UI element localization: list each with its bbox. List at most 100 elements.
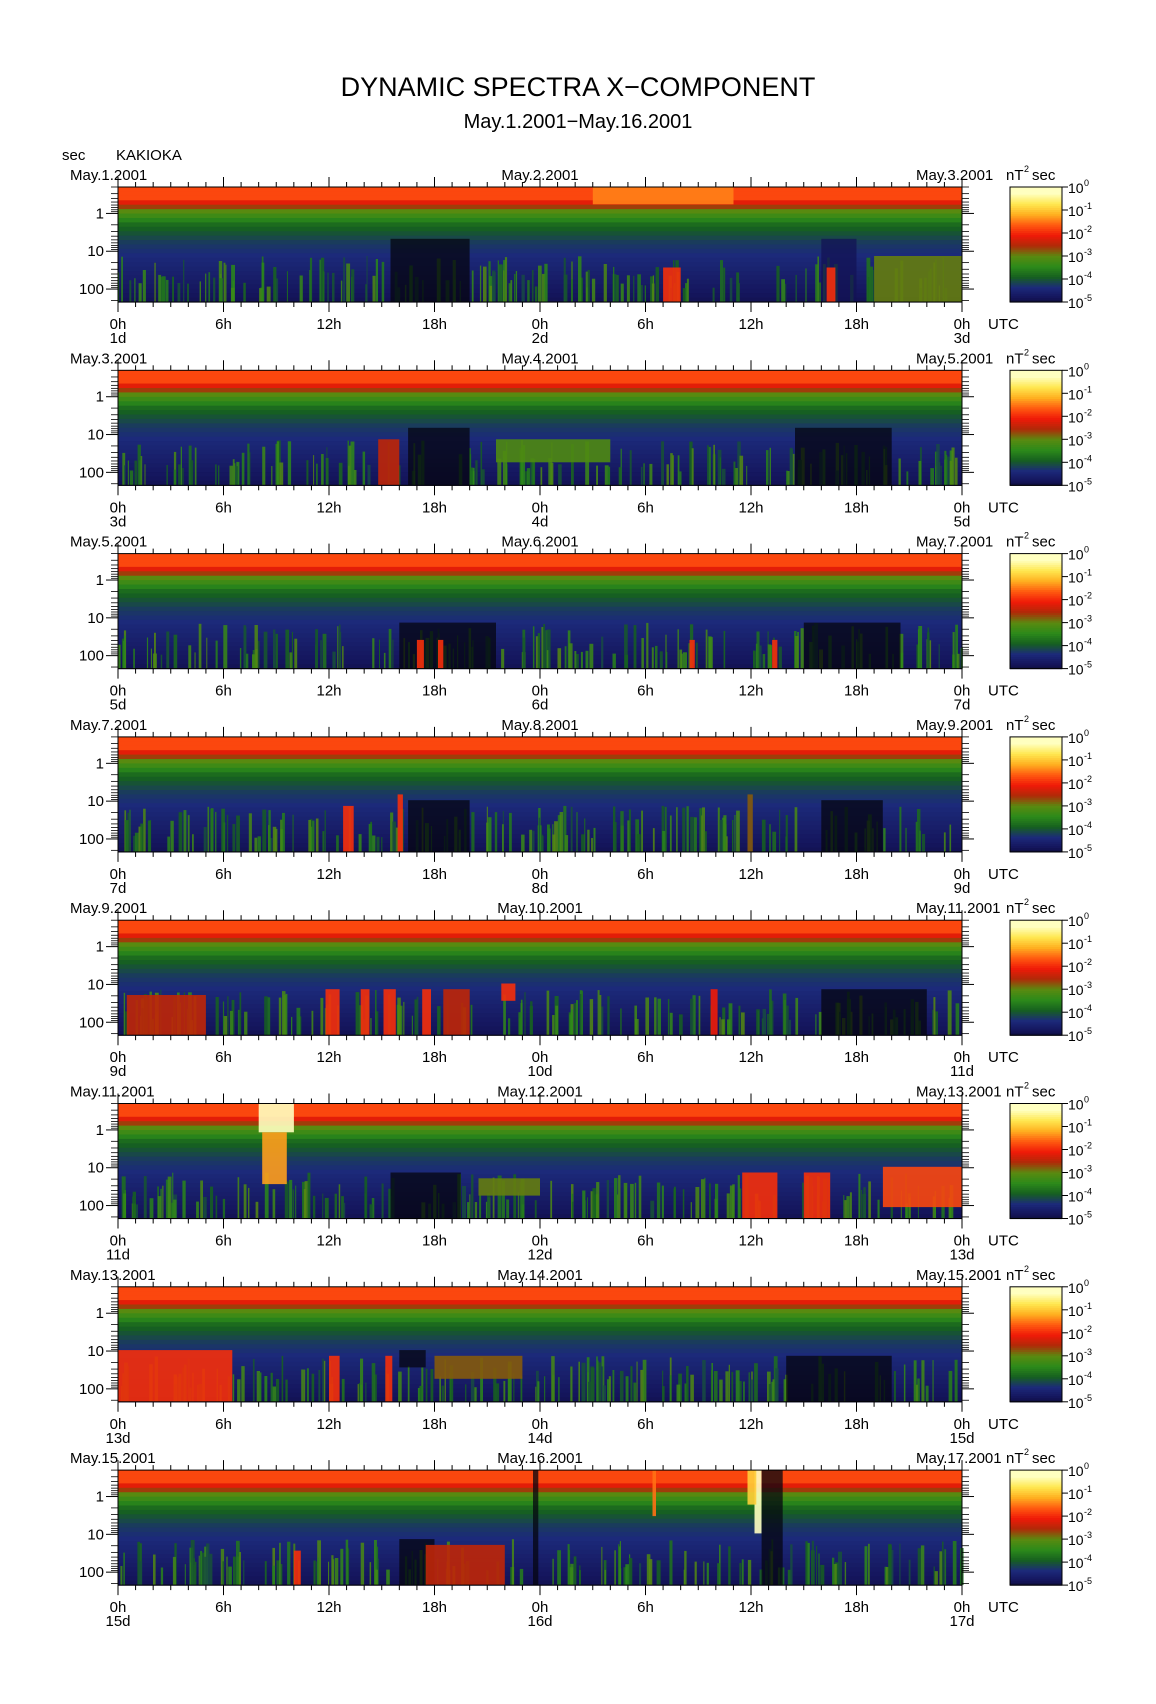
colorbar-cell bbox=[1010, 194, 1062, 198]
colorbar-cell bbox=[1010, 620, 1062, 624]
spectral-event bbox=[118, 1350, 233, 1402]
colorbar-cell bbox=[1010, 196, 1062, 200]
spectrum-streak bbox=[686, 278, 689, 302]
y-unit-label: sec bbox=[62, 147, 86, 164]
spectrum-streak bbox=[568, 643, 573, 669]
spectrum-streak bbox=[691, 448, 694, 486]
spectrum-streak bbox=[129, 809, 131, 852]
spectrum-streak bbox=[628, 809, 631, 852]
colorbar-cell bbox=[1010, 1336, 1062, 1340]
colorbar-cell bbox=[1010, 1512, 1062, 1515]
x-tick-label: 12h bbox=[738, 1599, 763, 1616]
spectrum-streak bbox=[679, 471, 682, 486]
spectrum-streak bbox=[262, 446, 266, 486]
colorbar-frame bbox=[1009, 553, 1063, 670]
colorbar-cell bbox=[1010, 744, 1062, 748]
spectrum-streak bbox=[254, 837, 258, 852]
spectrum-streak bbox=[929, 640, 932, 669]
spectrum-streak bbox=[162, 1185, 164, 1219]
spectrum-band bbox=[118, 1532, 962, 1538]
spectrum-streak bbox=[620, 1008, 622, 1036]
spectrum-streak bbox=[884, 1566, 887, 1586]
spectrum-band bbox=[118, 785, 962, 791]
spectrum-streak bbox=[817, 256, 819, 302]
colorbar-cell bbox=[1010, 1493, 1062, 1496]
spectrum-streak bbox=[587, 1372, 589, 1402]
spectrum-streak bbox=[289, 1179, 293, 1219]
spectrum-streak bbox=[243, 282, 246, 302]
colorbar-cell bbox=[1010, 280, 1062, 284]
spectrum-band bbox=[118, 1523, 962, 1529]
spectrum-streak bbox=[863, 1187, 866, 1219]
spectrum-streak bbox=[816, 1545, 818, 1586]
colorbar-cell bbox=[1010, 1147, 1062, 1151]
spectrum-streak bbox=[612, 653, 616, 669]
spectrum-band bbox=[118, 1103, 962, 1109]
spectrum-streak bbox=[285, 1379, 288, 1402]
spectrum-band bbox=[118, 606, 962, 612]
colorbar-cell bbox=[1010, 204, 1062, 207]
x-tick-label: 6h bbox=[215, 866, 232, 883]
colorbar-unit: nT bbox=[1006, 1450, 1024, 1467]
spectrum-streak bbox=[173, 451, 177, 486]
utc-label: UTC bbox=[988, 866, 1019, 883]
spectrum-streak bbox=[703, 1561, 705, 1586]
spectrum-streak bbox=[699, 808, 702, 852]
spectrum-band bbox=[118, 763, 962, 769]
spectrum-streak bbox=[715, 1183, 719, 1219]
spectrum-streak bbox=[323, 1360, 326, 1402]
x-tick-label: 18h bbox=[422, 316, 447, 333]
colorbar-cell bbox=[1010, 443, 1062, 446]
x-tick-label: 0h bbox=[110, 1049, 127, 1066]
colorbar-tick-exponent: -2 bbox=[1084, 1141, 1092, 1151]
spectrum-streak bbox=[659, 651, 663, 669]
colorbar-cell bbox=[1010, 1351, 1062, 1355]
spectrum-streak bbox=[221, 808, 225, 852]
colorbar-cell bbox=[1010, 433, 1062, 437]
spectrum-band bbox=[118, 937, 962, 943]
colorbar-cell bbox=[1010, 794, 1062, 797]
spectrum-streak bbox=[263, 631, 268, 669]
spectral-event bbox=[803, 622, 901, 669]
colorbar-tick-label: 10 bbox=[1068, 1028, 1084, 1044]
day-label: 3d bbox=[110, 513, 127, 530]
colorbar-cell bbox=[1010, 1388, 1062, 1391]
colorbar-frame bbox=[1009, 736, 1063, 853]
colorbar-cell bbox=[1010, 1210, 1062, 1214]
spectrum-streak bbox=[739, 1381, 742, 1402]
colorbar-cell bbox=[1010, 1483, 1062, 1487]
colorbar-cell bbox=[1010, 1132, 1062, 1135]
spectrum-band bbox=[118, 217, 962, 223]
spectrum-streak bbox=[318, 1369, 321, 1402]
spectrum-streak bbox=[624, 654, 629, 669]
colorbar-frame bbox=[1009, 1103, 1063, 1219]
spectrum-streak bbox=[692, 995, 696, 1036]
spectrum-streak bbox=[223, 1016, 228, 1036]
spectrum-streak bbox=[733, 461, 736, 486]
spectrum-streak bbox=[289, 652, 293, 669]
x-tick-label: 6h bbox=[215, 499, 232, 516]
spectrum-streak bbox=[655, 267, 659, 302]
colorbar-cell bbox=[1010, 1216, 1062, 1220]
colorbar-cell bbox=[1010, 849, 1062, 853]
spectrum-streak bbox=[578, 256, 582, 302]
spectrum-streak bbox=[756, 1009, 760, 1036]
spectrum-streak bbox=[123, 635, 126, 669]
spectrum-band bbox=[118, 222, 962, 228]
colorbar-cell bbox=[1010, 962, 1062, 965]
spectrum-streak bbox=[306, 1368, 309, 1402]
spectrum-streak bbox=[371, 1363, 376, 1402]
spectrum-streak bbox=[927, 627, 930, 669]
colorbar-cell bbox=[1010, 1207, 1062, 1210]
spectrum-band bbox=[118, 1470, 962, 1476]
colorbar-cell bbox=[1010, 966, 1062, 969]
colorbar-tick-exponent: -5 bbox=[1084, 660, 1092, 670]
spectrum-streak bbox=[547, 824, 550, 852]
spectrum-streak bbox=[600, 1006, 604, 1036]
spectrum-streak bbox=[327, 272, 329, 302]
spectrum-band bbox=[118, 1313, 962, 1319]
spectrum-band bbox=[118, 619, 962, 625]
x-tick-label: 0h bbox=[110, 1599, 127, 1616]
spectrum-band bbox=[118, 929, 962, 935]
colorbar-cell bbox=[1010, 1305, 1062, 1309]
